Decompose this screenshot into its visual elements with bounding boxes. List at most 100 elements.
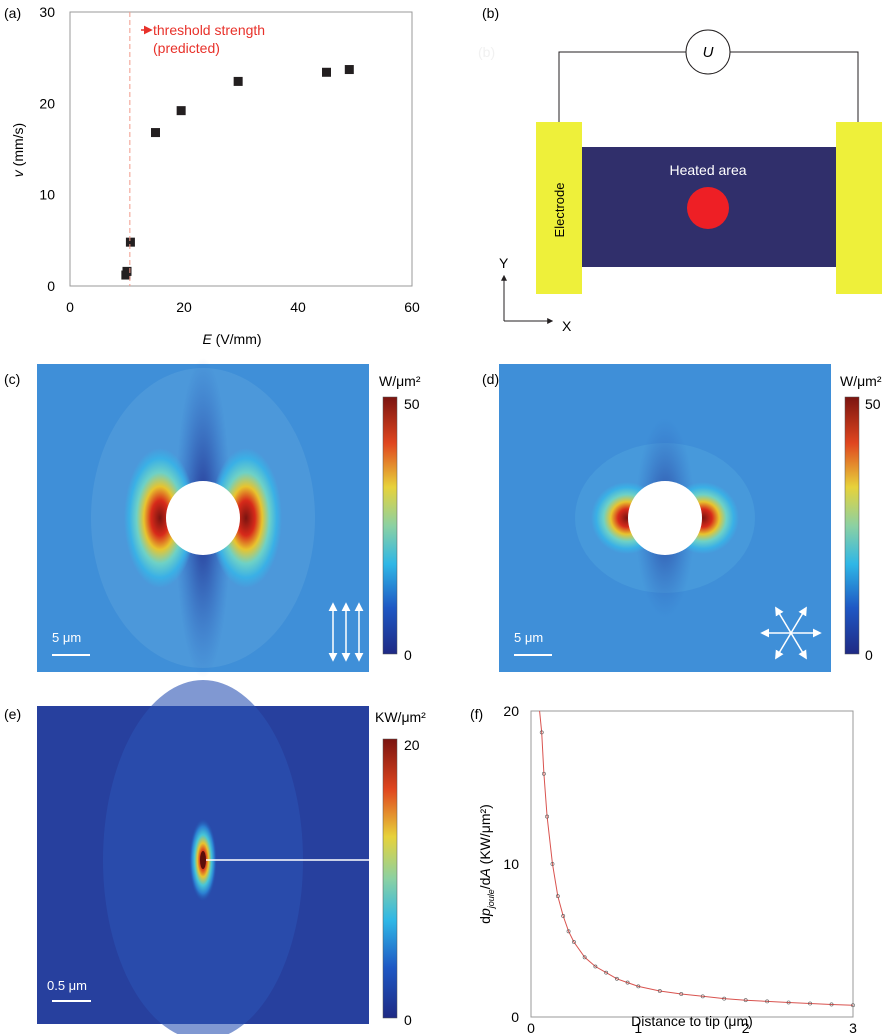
plot-f-series-line [539,710,854,1006]
scale-bar-label-e: 0.5 μm [47,978,87,993]
plot-a-ytick: 20 [39,95,55,111]
plot-f-point [765,999,770,1004]
plot-f-points [539,730,855,1008]
panel-label-f: (f) [470,706,483,722]
heatmap-c-hotspot-right [210,448,282,588]
plot-a-xtick: 40 [290,299,306,315]
threshold-label: threshold strength [153,22,265,38]
ghost-label-b: (b) [478,44,495,60]
heatmap-e-core [200,851,206,869]
plot-f-xtick: 1 [634,1020,642,1034]
plot-f-point [566,929,571,934]
plot-f-point [593,964,598,969]
colorbar-c [382,396,398,655]
axis-x-label: X [562,318,572,334]
axis-y-label: Y [499,255,509,271]
plot-a-ytick: 0 [47,278,55,294]
heated-area-spot [687,187,729,229]
plot-a-xtick: 60 [404,299,420,315]
panel-label-e: (e) [4,706,21,722]
panel-f: (f) 0 1 2 3 0 10 20 Distance to tip (μm) dpjou… [470,703,857,1034]
electrode-left [536,122,582,294]
plot-a-ticks: 0 20 40 60 0 10 20 30 [39,4,420,315]
panel-a: (a) 0 20 40 60 0 10 20 30 threshold strength (p… [4,4,420,347]
panel-label-d: (d) [482,371,499,387]
plot-f-point [561,914,566,918]
colorbar-d [844,396,860,655]
field-arrow-d3 [775,606,807,660]
plot-f-point [829,1002,834,1007]
plot-a-point [122,266,132,276]
plot-f-point [636,984,641,989]
plot-f-point [657,989,662,993]
colorbar-e-unit: KW/μm² [375,709,426,725]
panel-label-c: (c) [4,371,20,387]
plot-f-xtick: 3 [849,1020,857,1034]
plot-a-points [121,65,354,280]
plot-f-point [743,998,748,1003]
plot-f-point [555,894,560,899]
plot-f-ytick: 0 [511,1009,519,1025]
panel-d: (d) 5 μm W/μm² 50 0 [482,364,882,672]
scale-bar-label-c: 5 μm [52,630,81,645]
plot-f-point [808,1001,812,1006]
colorbar-d-unit: W/μm² [840,373,882,389]
plot-f-point [539,730,544,735]
plot-a-point [151,128,160,138]
colorbar-c-max: 50 [404,396,420,412]
plot-f-point [582,955,587,960]
panel-e: (e) 0.5 μm KW/μm² 20 0 [4,680,426,1034]
plot-f-ylabel: dpjoule/dA (KW/μm²) [477,804,496,924]
panel-label-b: (b) [482,5,499,21]
colorbar-e-min: 0 [404,1012,412,1028]
plot-a-xlabel: E (V/mm) [202,331,261,347]
plot-f-ytick: 20 [503,703,519,719]
plot-a-ytick: 30 [39,4,55,20]
plot-f-ticks: 0 1 2 3 0 10 20 [503,703,857,1034]
plot-f-point [572,940,576,944]
plot-f-point [786,1000,791,1005]
plot-a-point [233,76,243,86]
plot-f-xtick: 2 [742,1020,750,1034]
plot-a-frame [69,11,413,287]
electrode-right [836,122,882,294]
plot-f-point [550,862,555,866]
plot-f-point [545,814,550,819]
heatmap-c-hotspot-left [124,448,196,588]
wire-left [558,51,686,122]
field-arrows-d [760,606,822,660]
plot-f-point [722,996,727,1001]
voltage-label: U [703,44,714,61]
heated-area-label: Heated area [669,162,746,178]
colorbar-e-max: 20 [404,737,420,753]
voltage-source [685,29,731,75]
plot-a-point [125,237,135,247]
plot-f-point [604,970,609,975]
colorbar-d-max: 50 [865,396,881,412]
scale-bar-label-d: 5 μm [514,630,543,645]
colorbar-d-min: 0 [865,647,873,663]
plot-f-point [851,1003,855,1008]
plot-a-xtick: 0 [66,299,74,315]
plot-f-xtick: 0 [527,1020,535,1034]
hole-d [628,481,702,555]
threshold-sublabel: (predicted) [153,40,220,56]
plot-a-point [344,65,354,75]
plot-a-ytick: 10 [39,187,55,203]
panel-c: (c) 5 μm W/μm² 50 0 [4,358,421,678]
plot-a-point [176,106,186,116]
plot-f-point [541,771,546,776]
plot-f-frame [530,710,854,1018]
plot-a-ylabel: v (mm/s) [10,123,26,177]
panel-label-a: (a) [4,5,21,21]
colorbar-c-min: 0 [404,647,412,663]
colorbar-c-unit: W/μm² [379,373,421,389]
plot-f-point [614,976,619,981]
electrode-label: Electrode [552,183,567,238]
hole-c [166,481,240,555]
plot-f-xlabel: Distance to tip (μm) [631,1013,753,1029]
panel-b: (b) (b) U Electrode Heated area Y X [478,5,882,334]
plot-f-point [625,980,630,985]
plot-f-point [679,992,684,996]
